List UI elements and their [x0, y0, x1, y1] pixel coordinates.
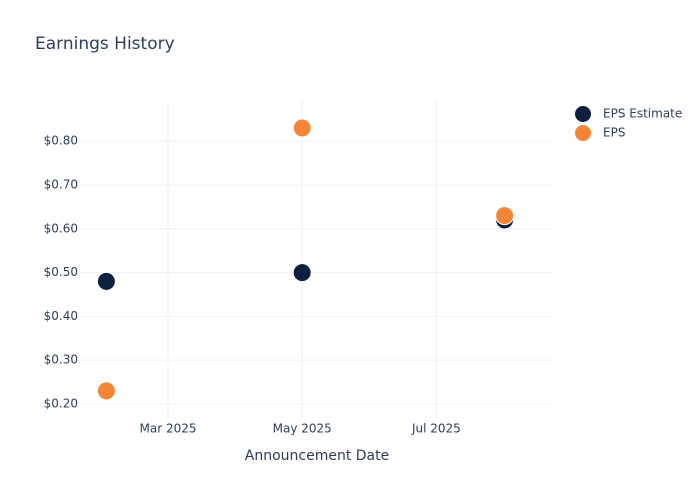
marker: [96, 381, 116, 401]
marker: [292, 263, 312, 283]
marker: [292, 118, 312, 138]
legend-label: EPS Estimate: [603, 107, 682, 121]
y-tick-label: $0.20: [44, 396, 78, 410]
y-tick-label: $0.70: [44, 177, 78, 191]
legend-marker: [575, 125, 591, 141]
x-tick-label: May 2025: [273, 422, 332, 436]
legend-marker: [575, 106, 591, 122]
x-axis-title: Announcement Date: [245, 448, 389, 464]
legend-label: EPS: [603, 126, 625, 140]
y-tick-label: $0.80: [44, 134, 78, 148]
chart-title: Earnings History: [35, 34, 175, 54]
y-tick-label: $0.40: [44, 309, 78, 323]
x-tick-label: Jul 2025: [411, 422, 461, 436]
y-tick-label: $0.30: [44, 353, 78, 367]
marker: [495, 206, 515, 226]
y-tick-label: $0.50: [44, 265, 78, 279]
x-tick-label: Mar 2025: [140, 422, 197, 436]
marker: [96, 271, 116, 291]
y-tick-label: $0.60: [44, 221, 78, 235]
